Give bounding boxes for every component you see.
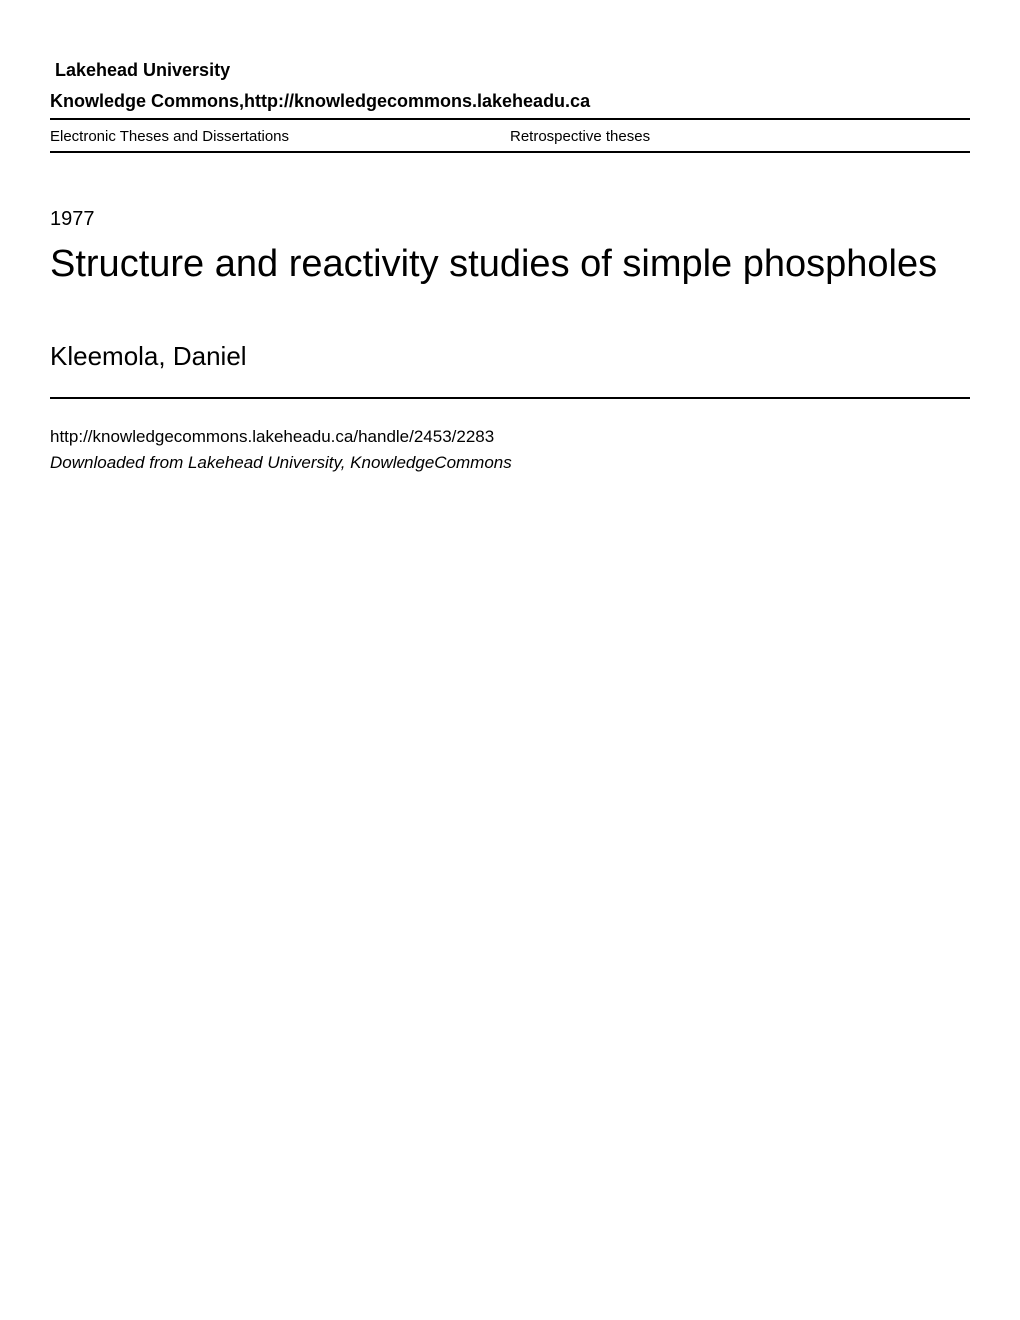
handle-url: http://knowledgecommons.lakeheadu.ca/han… [50,427,970,447]
institution-name: Lakehead University [50,60,970,91]
download-note: Downloaded from Lakehead University, Kno… [50,453,970,473]
author-name: Kleemola, Daniel [50,341,970,399]
collection-subtype: Retrospective theses [510,128,970,145]
collection-row: Electronic Theses and Dissertations Retr… [50,120,970,153]
document-title: Structure and reactivity studies of simp… [50,243,970,286]
collection-type: Electronic Theses and Dissertations [50,128,510,145]
publication-year: 1977 [50,208,970,231]
repository-name: Knowledge Commons,http://knowledgecommon… [50,91,970,120]
